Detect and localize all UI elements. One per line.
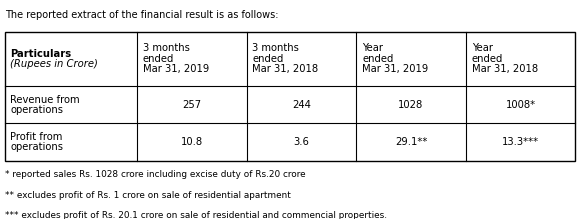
Text: ** excludes profit of Rs. 1 crore on sale of residential apartment: ** excludes profit of Rs. 1 crore on sal… [5, 191, 291, 200]
Text: Year: Year [362, 43, 383, 53]
Text: Mar 31, 2019: Mar 31, 2019 [143, 64, 209, 74]
Text: ended: ended [252, 54, 284, 64]
Text: ended: ended [143, 54, 174, 64]
Text: Particulars: Particulars [10, 49, 71, 58]
Text: * reported sales Rs. 1028 crore including excise duty of Rs.20 crore: * reported sales Rs. 1028 crore includin… [5, 170, 305, 179]
Text: (Rupees in Crore): (Rupees in Crore) [10, 59, 99, 69]
Text: 29.1**: 29.1** [395, 137, 427, 147]
Text: 3.6: 3.6 [293, 137, 309, 147]
Text: 244: 244 [292, 100, 311, 110]
Text: 13.3***: 13.3*** [502, 137, 539, 147]
Text: operations: operations [10, 105, 63, 115]
Text: 1008*: 1008* [506, 100, 536, 110]
Text: Mar 31, 2018: Mar 31, 2018 [472, 64, 538, 74]
Text: 1028: 1028 [398, 100, 423, 110]
Text: 3 months: 3 months [252, 43, 299, 53]
Text: 3 months: 3 months [143, 43, 190, 53]
Bar [5, 32, 575, 161]
Text: Revenue from: Revenue from [10, 95, 80, 104]
Text: ended: ended [472, 54, 503, 64]
Text: Profit from: Profit from [10, 132, 63, 142]
Text: 10.8: 10.8 [181, 137, 203, 147]
Text: *** excludes profit of Rs. 20.1 crore on sale of residential and commencial prop: *** excludes profit of Rs. 20.1 crore on… [5, 211, 387, 219]
Text: operations: operations [10, 142, 63, 152]
Text: ended: ended [362, 54, 393, 64]
Text: Year: Year [472, 43, 492, 53]
Text: 257: 257 [182, 100, 201, 110]
Text: Mar 31, 2019: Mar 31, 2019 [362, 64, 428, 74]
Text: Mar 31, 2018: Mar 31, 2018 [252, 64, 318, 74]
Text: The reported extract of the financial result is as follows:: The reported extract of the financial re… [5, 10, 278, 20]
